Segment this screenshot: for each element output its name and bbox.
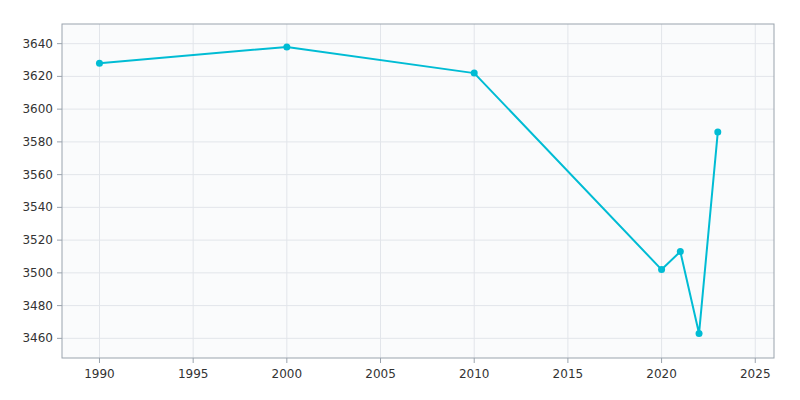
grid (62, 24, 774, 358)
y-tick-label: 3500 (22, 266, 53, 280)
y-tick-label: 3540 (22, 200, 53, 214)
point (658, 266, 665, 273)
y-tick-label: 3560 (22, 168, 53, 182)
y-tick-label: 3520 (22, 233, 53, 247)
background (0, 0, 800, 400)
y-tick-label: 3620 (22, 69, 53, 83)
x-tick (661, 358, 662, 363)
x-tick-label: 2000 (272, 367, 303, 381)
grid-line-y (62, 43, 774, 44)
series (96, 43, 721, 337)
x-tick (193, 358, 194, 363)
grid-line-y (62, 338, 774, 339)
grid-line-x (99, 24, 100, 358)
y-tick-label: 3580 (22, 135, 53, 149)
plot-frame (62, 24, 774, 358)
y-tick (57, 338, 62, 339)
x-tick-label: 2015 (553, 367, 584, 381)
y-tick (57, 76, 62, 77)
grid-line-y (62, 109, 774, 110)
grid-line-x (193, 24, 194, 358)
point (714, 129, 721, 136)
x-tick-label: 1995 (178, 367, 209, 381)
y-tick (57, 174, 62, 175)
grid-line-x (286, 24, 287, 358)
x-tick (474, 358, 475, 363)
y-tick-label: 3480 (22, 299, 53, 313)
x-tick-label: 2025 (740, 367, 771, 381)
y-tick (57, 305, 62, 306)
grid-line-y (62, 76, 774, 77)
grid-line-x (755, 24, 756, 358)
y-tick (57, 141, 62, 142)
y-tick (57, 109, 62, 110)
point (283, 43, 290, 50)
x-tick (567, 358, 568, 363)
x-tick (380, 358, 381, 363)
grid-line-x (567, 24, 568, 358)
grid-line-x (380, 24, 381, 358)
y-tick-label: 3640 (22, 37, 53, 51)
x-tick (286, 358, 287, 363)
x-tick-label: 2005 (365, 367, 396, 381)
grid-line-x (661, 24, 662, 358)
x-tick-label: 2020 (646, 367, 677, 381)
y-tick-label: 3600 (22, 102, 53, 116)
grid-line-y (62, 272, 774, 273)
line (99, 47, 717, 334)
grid-line-y (62, 305, 774, 306)
y-tick (57, 207, 62, 208)
axes: 1990 1995 2000 2005 2010 2015 2020 2025 3460 3480… (22, 37, 770, 381)
point (677, 248, 684, 255)
x-tick-label: 1990 (84, 367, 115, 381)
grid-line-y (62, 240, 774, 241)
x-tick-label: 2010 (459, 367, 490, 381)
y-tick (57, 272, 62, 273)
y-tick (57, 240, 62, 241)
grid-line-y (62, 174, 774, 175)
point (696, 330, 703, 337)
point (96, 60, 103, 67)
plot-area (62, 24, 774, 358)
x-tick (755, 358, 756, 363)
point (471, 70, 478, 77)
chart: 1990 1995 2000 2005 2010 2015 2020 2025 3460 3480… (0, 0, 800, 400)
grid-line-y (62, 207, 774, 208)
grid-line-y (62, 141, 774, 142)
y-tick-label: 3460 (22, 331, 53, 345)
x-tick (99, 358, 100, 363)
y-tick (57, 43, 62, 44)
